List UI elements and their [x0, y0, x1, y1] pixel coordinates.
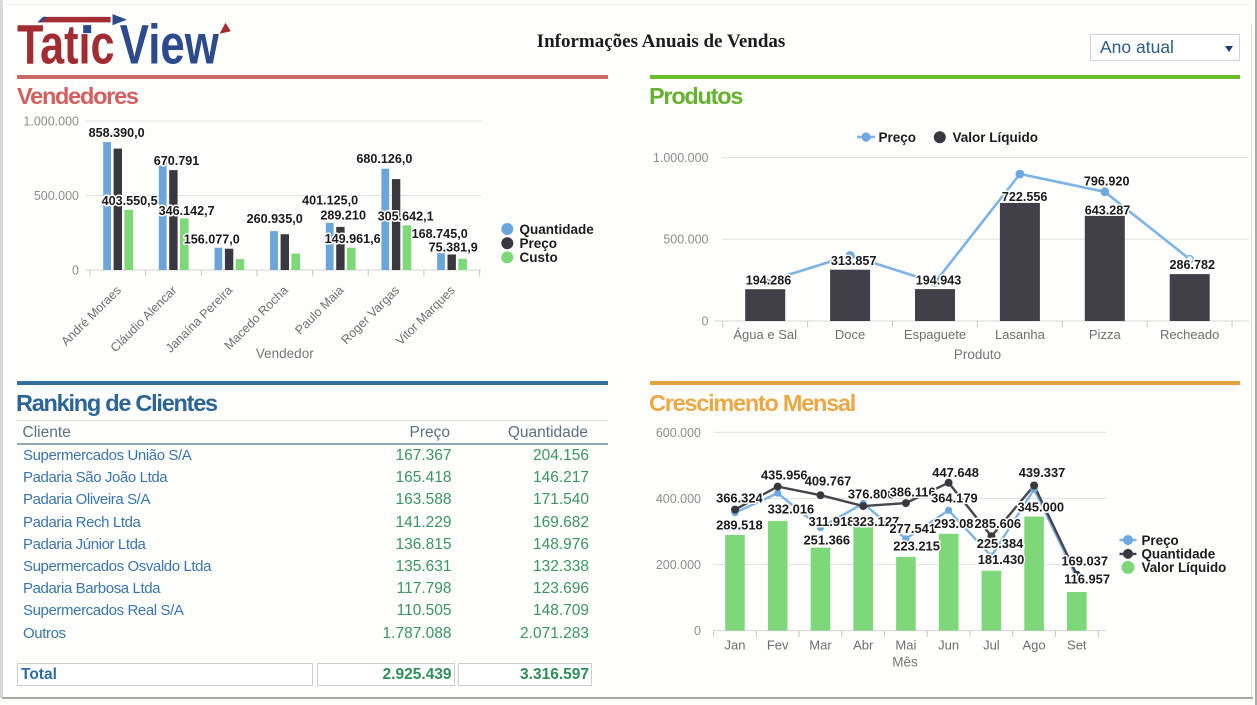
svg-text:Ago: Ago [1023, 638, 1046, 653]
svg-text:194.286: 194.286 [746, 274, 792, 288]
svg-text:Custo: Custo [520, 250, 558, 265]
svg-text:311.918: 311.918 [809, 514, 855, 529]
svg-text:Preço: Preço [879, 130, 917, 145]
svg-text:Jun: Jun [938, 638, 959, 653]
svg-text:Abr: Abr [853, 638, 874, 653]
svg-text:Produto: Produto [954, 347, 1001, 362]
svg-text:View: View [120, 12, 219, 70]
svg-text:116.957: 116.957 [1064, 572, 1110, 587]
svg-text:332.016: 332.016 [768, 501, 815, 516]
svg-text:409.767: 409.767 [805, 473, 852, 488]
svg-text:346.142,7: 346.142,7 [159, 204, 215, 218]
svg-text:Mar: Mar [809, 638, 832, 653]
svg-text:0: 0 [72, 264, 79, 278]
svg-text:277.541: 277.541 [889, 521, 936, 536]
svg-text:366.324: 366.324 [716, 491, 763, 506]
svg-text:289.518: 289.518 [716, 518, 763, 533]
svg-text:156.077,0: 156.077,0 [184, 232, 240, 246]
svg-text:Jul: Jul [983, 638, 1000, 653]
svg-text:Recheado: Recheado [1160, 327, 1219, 342]
svg-text:168.745,0: 168.745,0 [412, 227, 468, 241]
svg-text:Set: Set [1067, 638, 1087, 653]
svg-text:260.935,0: 260.935,0 [247, 212, 303, 226]
svg-text:Espaguete: Espaguete [904, 327, 966, 342]
svg-text:680.126,0: 680.126,0 [356, 152, 412, 166]
svg-text:403.550,5: 403.550,5 [102, 194, 158, 208]
svg-text:149.961,6: 149.961,6 [325, 232, 381, 246]
svg-text:0: 0 [694, 624, 701, 638]
svg-text:Preço: Preço [1142, 533, 1179, 548]
svg-text:Preço: Preço [520, 236, 558, 251]
svg-text:643.287: 643.287 [1085, 203, 1131, 217]
svg-text:Vitor Marques: Vitor Marques [393, 283, 458, 348]
svg-text:439.337: 439.337 [1019, 465, 1066, 480]
svg-text:0: 0 [702, 315, 709, 329]
svg-text:376.806: 376.806 [848, 487, 895, 502]
svg-text:181.430: 181.430 [978, 552, 1025, 567]
svg-text:Mai: Mai [895, 638, 916, 653]
svg-text:500.000: 500.000 [34, 189, 79, 203]
svg-text:435.956: 435.956 [761, 468, 808, 483]
svg-text:1.000.000: 1.000.000 [23, 115, 79, 129]
svg-text:Água e Sal: Água e Sal [733, 327, 797, 342]
svg-text:305.642,1: 305.642,1 [378, 209, 434, 223]
svg-text:670.791: 670.791 [154, 154, 200, 168]
svg-text:225.384: 225.384 [977, 536, 1024, 551]
svg-text:400.000: 400.000 [656, 492, 701, 506]
svg-text:Quantidade: Quantidade [1142, 547, 1216, 562]
svg-text:600.000: 600.000 [656, 426, 701, 440]
svg-text:Valor Líquido: Valor Líquido [1142, 560, 1227, 575]
svg-text:500.000: 500.000 [663, 233, 708, 247]
svg-text:286.782: 286.782 [1170, 258, 1216, 272]
svg-text:Paulo Maia: Paulo Maia [292, 283, 346, 337]
svg-text:364.179: 364.179 [931, 491, 978, 506]
svg-text:386.116: 386.116 [890, 485, 936, 500]
svg-text:194.943: 194.943 [916, 274, 962, 288]
svg-text:293.081: 293.081 [934, 516, 981, 531]
svg-text:Quantidade: Quantidade [520, 222, 595, 237]
svg-text:Lasanha: Lasanha [995, 327, 1046, 342]
svg-text:75.381,9: 75.381,9 [429, 241, 478, 255]
svg-text:223.215: 223.215 [893, 539, 940, 554]
svg-text:Jan: Jan [725, 638, 746, 653]
svg-text:858.390,0: 858.390,0 [89, 126, 145, 140]
svg-text:Pizza: Pizza [1089, 327, 1122, 342]
svg-text:345.000: 345.000 [1017, 499, 1064, 514]
svg-text:169.037: 169.037 [1061, 553, 1108, 568]
svg-text:323.127: 323.127 [853, 514, 900, 529]
svg-text:401.125,0: 401.125,0 [302, 193, 358, 207]
svg-text:Tatıc: Tatıc [17, 12, 115, 70]
svg-text:447.648: 447.648 [932, 465, 979, 480]
svg-text:1.000.000: 1.000.000 [653, 151, 709, 165]
svg-text:Doce: Doce [835, 327, 865, 342]
svg-text:Fev: Fev [767, 638, 789, 653]
svg-text:251.366: 251.366 [803, 532, 850, 547]
svg-text:313.857: 313.857 [831, 254, 877, 268]
svg-text:796.920: 796.920 [1084, 175, 1130, 189]
svg-text:Mês: Mês [892, 655, 918, 670]
svg-text:289.210: 289.210 [320, 209, 366, 223]
svg-text:722.556: 722.556 [1002, 190, 1048, 204]
svg-text:Valor Líquido: Valor Líquido [953, 130, 1039, 145]
svg-text:Vendedor: Vendedor [256, 346, 314, 361]
svg-text:285.606: 285.606 [974, 516, 1021, 531]
svg-text:200.000: 200.000 [656, 558, 701, 572]
